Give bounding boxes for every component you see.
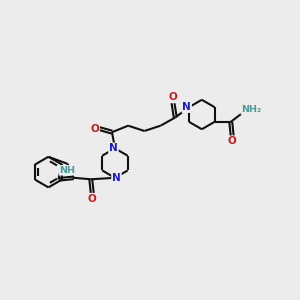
Text: O: O <box>90 124 99 134</box>
Text: N: N <box>109 143 118 153</box>
Text: N: N <box>112 173 121 183</box>
Text: NH₂: NH₂ <box>241 105 261 114</box>
Text: O: O <box>169 92 177 102</box>
Text: NH: NH <box>59 166 76 175</box>
Text: O: O <box>228 136 237 146</box>
Text: O: O <box>88 194 97 204</box>
Text: N: N <box>182 102 191 112</box>
